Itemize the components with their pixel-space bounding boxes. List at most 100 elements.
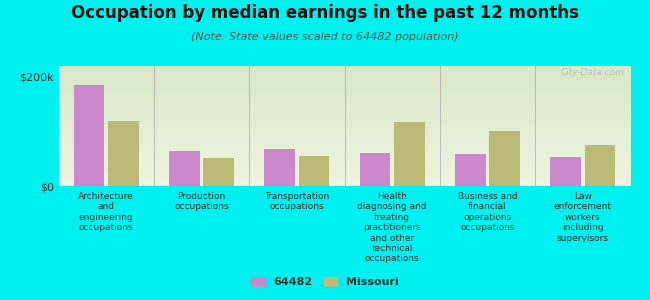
Bar	[58, 120, 630, 122]
Bar	[58, 176, 630, 177]
Text: Health
diagnosing and
treating
practitioners
and other
technical
occupations: Health diagnosing and treating practitio…	[358, 192, 427, 263]
Bar	[58, 148, 630, 150]
Bar	[58, 74, 630, 75]
Bar	[58, 162, 630, 164]
Bar	[58, 103, 630, 105]
Text: Business and
financial
operations
occupations: Business and financial operations occupa…	[458, 192, 517, 232]
Bar	[58, 136, 630, 138]
Text: Law
enforcement
workers
including
supervisors: Law enforcement workers including superv…	[554, 192, 612, 243]
Bar	[58, 140, 630, 141]
Bar	[58, 84, 630, 86]
Bar	[58, 70, 630, 72]
Bar	[108, 121, 138, 186]
Bar	[58, 141, 630, 142]
Bar	[58, 118, 630, 120]
Text: Occupation by median earnings in the past 12 months: Occupation by median earnings in the pas…	[71, 4, 579, 22]
Legend: 64482, Missouri: 64482, Missouri	[247, 272, 403, 291]
Bar	[58, 105, 630, 106]
Bar	[58, 69, 630, 70]
Bar	[58, 108, 630, 110]
Bar	[58, 180, 630, 182]
Text: City-Data.com: City-Data.com	[561, 68, 625, 77]
Text: (Note: State values scaled to 64482 population): (Note: State values scaled to 64482 popu…	[191, 32, 459, 41]
Bar	[58, 134, 630, 135]
Bar	[58, 68, 630, 69]
Bar	[58, 142, 630, 144]
Bar	[58, 88, 630, 90]
Bar	[394, 122, 424, 186]
Bar	[58, 126, 630, 128]
Bar	[58, 110, 630, 111]
Bar	[58, 150, 630, 152]
Text: Production
occupations: Production occupations	[174, 192, 229, 212]
Bar	[58, 147, 630, 148]
Bar	[58, 75, 630, 76]
Text: Transportation
occupations: Transportation occupations	[264, 192, 330, 212]
Bar	[169, 151, 200, 186]
Bar	[585, 145, 616, 186]
Bar	[58, 96, 630, 98]
Bar	[58, 106, 630, 108]
Bar	[58, 158, 630, 159]
Bar	[359, 153, 390, 186]
Bar	[58, 124, 630, 126]
Bar	[58, 171, 630, 172]
Bar	[58, 111, 630, 112]
Bar	[58, 102, 630, 104]
Bar	[58, 99, 630, 100]
Bar	[58, 154, 630, 156]
Bar	[58, 114, 630, 116]
Bar	[299, 156, 330, 186]
Text: Architecture
and
engineering
occupations: Architecture and engineering occupations	[78, 192, 134, 232]
Bar	[58, 184, 630, 186]
Bar	[58, 112, 630, 114]
Bar	[203, 158, 234, 186]
Bar	[58, 165, 630, 166]
Bar	[58, 129, 630, 130]
Bar	[58, 94, 630, 96]
Bar	[58, 85, 630, 87]
Bar	[58, 182, 630, 183]
Bar	[58, 156, 630, 158]
Bar	[58, 66, 630, 68]
Bar	[58, 160, 630, 162]
Bar	[58, 122, 630, 123]
Bar	[58, 78, 630, 80]
Bar	[58, 82, 630, 84]
Bar	[58, 183, 630, 184]
Bar	[58, 153, 630, 154]
Bar	[455, 154, 486, 186]
Bar	[58, 128, 630, 129]
Bar	[58, 138, 630, 140]
Bar	[58, 92, 630, 93]
Bar	[58, 123, 630, 124]
Bar	[58, 132, 630, 134]
Bar	[58, 152, 630, 153]
Bar	[58, 172, 630, 174]
Bar	[58, 159, 630, 160]
Bar	[58, 178, 630, 180]
Bar	[58, 135, 630, 136]
Bar	[58, 164, 630, 165]
Bar	[265, 149, 295, 186]
Bar	[58, 168, 630, 170]
Bar	[58, 116, 630, 117]
Bar	[58, 93, 630, 94]
Bar	[58, 167, 630, 168]
Bar	[58, 130, 630, 132]
Bar	[58, 87, 630, 88]
Bar	[58, 174, 630, 176]
Bar	[58, 117, 630, 118]
Bar	[58, 80, 630, 81]
Bar	[58, 81, 630, 82]
Bar	[489, 131, 520, 186]
Bar	[58, 146, 630, 147]
Bar	[58, 144, 630, 146]
Bar	[58, 169, 630, 171]
Bar	[58, 76, 630, 78]
Bar	[58, 72, 630, 74]
Bar	[58, 100, 630, 102]
Bar	[58, 177, 630, 178]
Bar	[58, 90, 630, 92]
Bar	[58, 98, 630, 99]
